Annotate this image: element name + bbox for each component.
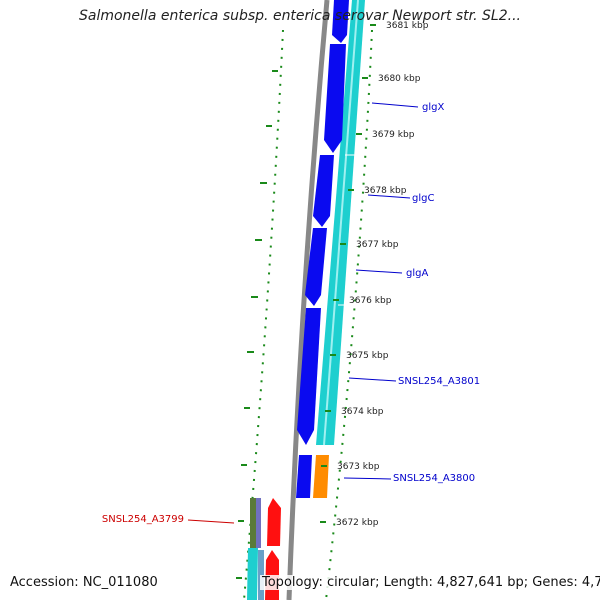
kbp-tick-label: 3677 kbp	[356, 240, 399, 250]
kbp-tick-label: 3678 kbp	[364, 186, 407, 196]
kbp-scale: 3681 kbp 3680 kbp 3679 kbp 3678 kbp 3677 kbp…	[320, 21, 429, 528]
kbp-tick-label: 3679 kbp	[372, 130, 415, 140]
gene-label[interactable]: SNSL254_A3800	[393, 473, 475, 484]
cds-gene-SNSL254_A3799[interactable]	[267, 498, 281, 546]
forward-cds-track	[296, 0, 349, 498]
kbp-tick-label: 3673 kbp	[337, 462, 380, 472]
gene-label-leader	[187, 519, 235, 524]
map-title: Salmonella enterica subsp. enterica sero…	[79, 8, 521, 24]
cds-gene-SNSL254_A3800[interactable]	[313, 455, 329, 498]
kbp-tick-label: 3680 kbp	[378, 74, 421, 84]
cds-gene-small[interactable]	[296, 455, 312, 498]
kbp-tick-label: 3675 kbp	[346, 351, 389, 361]
kbp-tick-label: 3676 kbp	[349, 296, 392, 306]
gene-labels: glgX glgC glgA SNSL254_A3801 SNSL254_A3800 SN…	[102, 102, 480, 525]
gene-label-leader	[348, 377, 397, 382]
gene-label[interactable]: glgX	[422, 102, 444, 113]
gc-content-peaks	[236, 70, 278, 579]
gene-label[interactable]: SNSL254_A3799	[102, 514, 184, 525]
kbp-tick-label: 3681 kbp	[386, 21, 429, 31]
accession-text: Accession: NC_011080	[8, 575, 160, 590]
gene-label-leader	[343, 477, 392, 480]
gene-label-leader	[371, 102, 419, 108]
gene-label[interactable]: glgC	[412, 193, 434, 204]
genome-backbone	[286, 0, 330, 600]
topology-text: Topology: circular; Length: 4,827,641 bp…	[260, 575, 600, 590]
gene-label[interactable]: glgA	[406, 268, 428, 279]
cds-gene-SNSL254_A3801[interactable]	[297, 308, 321, 445]
gene-label-leader	[355, 269, 403, 274]
gene-label[interactable]: SNSL254_A3801	[398, 376, 480, 387]
cds-track-cyan	[247, 0, 365, 600]
kbp-tick-label: 3674 kbp	[341, 407, 384, 417]
cds-gene-glgX[interactable]	[324, 44, 346, 153]
cds-gene-top[interactable]	[332, 0, 349, 43]
cds-gene-glgC[interactable]	[313, 155, 334, 227]
gene-label-leader	[367, 194, 411, 199]
cds-gene-glgA[interactable]	[305, 228, 327, 306]
kbp-tick-label: 3672 kbp	[336, 518, 379, 528]
